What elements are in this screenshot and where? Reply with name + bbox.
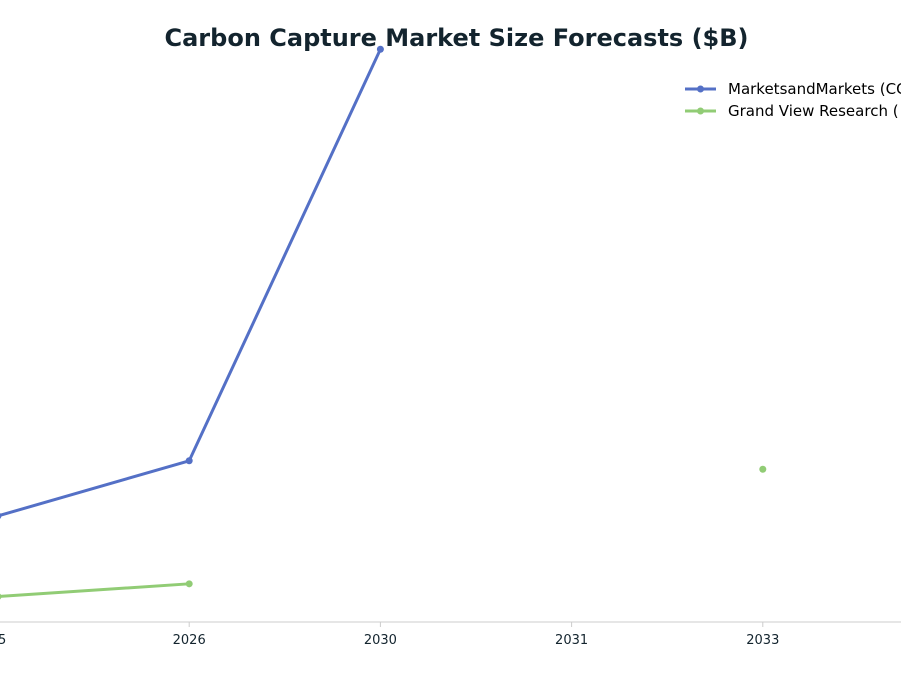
data-point-series-2 bbox=[0, 593, 2, 600]
data-point-series-1 bbox=[185, 457, 193, 465]
x-tick-label: 2030 bbox=[364, 633, 397, 648]
legend-label: MarketsandMarkets (CC bbox=[728, 80, 901, 98]
data-point-series-2 bbox=[185, 580, 193, 588]
series-line-1 bbox=[0, 47, 382, 517]
x-tick-label: 25 bbox=[0, 633, 6, 648]
chart-title: Carbon Capture Market Size Forecasts ($B… bbox=[164, 24, 749, 52]
x-tick-label: 2026 bbox=[173, 633, 206, 648]
data-point-series-1 bbox=[0, 513, 2, 519]
legend-swatch-marker bbox=[697, 85, 704, 93]
data-point-series-2 bbox=[759, 465, 767, 473]
legend-label: Grand View Research ( bbox=[728, 102, 899, 120]
series-line-2 bbox=[0, 582, 191, 598]
data-point-series-1 bbox=[376, 45, 384, 53]
legend-swatch-marker bbox=[697, 107, 704, 115]
x-tick-label: 2033 bbox=[746, 633, 779, 648]
x-tick-label: 2031 bbox=[555, 633, 588, 648]
